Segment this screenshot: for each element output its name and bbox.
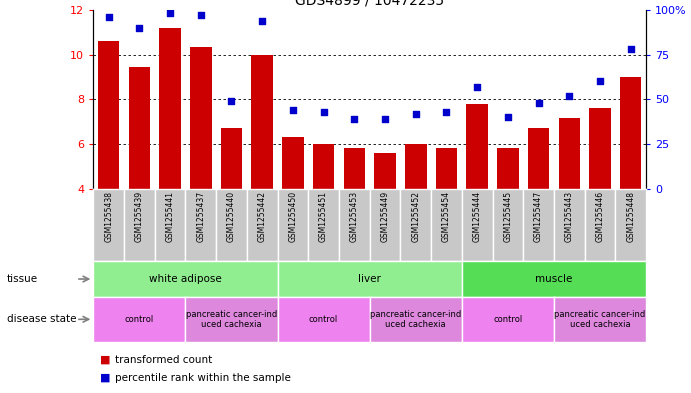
Point: [226, 98, 237, 104]
Point: [410, 110, 422, 117]
Text: white adipose: white adipose: [149, 274, 222, 284]
Bar: [589, 108, 611, 189]
Bar: [98, 41, 120, 189]
Text: GSM1255444: GSM1255444: [473, 191, 482, 242]
Point: [196, 12, 207, 18]
Point: [502, 114, 513, 120]
Point: [594, 78, 605, 84]
Bar: [343, 149, 365, 189]
Bar: [375, 153, 396, 189]
Text: muscle: muscle: [536, 274, 573, 284]
Text: tissue: tissue: [7, 274, 38, 284]
Text: GSM1255440: GSM1255440: [227, 191, 236, 242]
Text: GSM1255445: GSM1255445: [503, 191, 513, 242]
Point: [103, 14, 114, 20]
Title: GDS4899 / 10472235: GDS4899 / 10472235: [295, 0, 444, 7]
Text: pancreatic cancer-ind
uced cachexia: pancreatic cancer-ind uced cachexia: [186, 310, 277, 329]
Text: ■: ■: [100, 373, 111, 383]
Text: GSM1255453: GSM1255453: [350, 191, 359, 242]
Bar: [313, 144, 334, 189]
Text: GSM1255441: GSM1255441: [166, 191, 175, 242]
Text: ■: ■: [100, 354, 111, 365]
Text: GSM1255442: GSM1255442: [258, 191, 267, 242]
Point: [318, 108, 329, 115]
Bar: [620, 77, 641, 189]
Point: [287, 107, 299, 113]
Point: [533, 100, 544, 106]
Point: [134, 24, 145, 31]
Text: control: control: [493, 315, 522, 324]
Point: [625, 46, 636, 52]
Text: pancreatic cancer-ind
uced cachexia: pancreatic cancer-ind uced cachexia: [370, 310, 462, 329]
Bar: [252, 55, 273, 189]
Text: GSM1255443: GSM1255443: [565, 191, 574, 242]
Text: GSM1255450: GSM1255450: [288, 191, 297, 242]
Text: liver: liver: [358, 274, 381, 284]
Text: GSM1255454: GSM1255454: [442, 191, 451, 242]
Bar: [220, 128, 243, 189]
Text: GSM1255449: GSM1255449: [381, 191, 390, 242]
Text: GSM1255446: GSM1255446: [596, 191, 605, 242]
Point: [472, 84, 483, 90]
Bar: [160, 28, 181, 189]
Text: GSM1255437: GSM1255437: [196, 191, 205, 242]
Bar: [405, 144, 426, 189]
Bar: [466, 104, 488, 189]
Text: control: control: [125, 315, 154, 324]
Text: pancreatic cancer-ind
uced cachexia: pancreatic cancer-ind uced cachexia: [554, 310, 645, 329]
Bar: [129, 67, 150, 189]
Bar: [528, 128, 549, 189]
Bar: [558, 118, 580, 189]
Bar: [436, 149, 457, 189]
Bar: [190, 47, 211, 189]
Point: [441, 108, 452, 115]
Point: [256, 17, 267, 24]
Text: GSM1255439: GSM1255439: [135, 191, 144, 242]
Text: GSM1255447: GSM1255447: [534, 191, 543, 242]
Text: control: control: [309, 315, 338, 324]
Point: [164, 10, 176, 17]
Text: GSM1255451: GSM1255451: [319, 191, 328, 242]
Text: GSM1255448: GSM1255448: [626, 191, 635, 242]
Text: GSM1255452: GSM1255452: [411, 191, 420, 242]
Bar: [282, 137, 303, 189]
Bar: [497, 149, 519, 189]
Text: transformed count: transformed count: [115, 354, 213, 365]
Text: disease state: disease state: [7, 314, 77, 324]
Point: [349, 116, 360, 122]
Point: [564, 92, 575, 99]
Point: [379, 116, 390, 122]
Text: GSM1255438: GSM1255438: [104, 191, 113, 242]
Text: percentile rank within the sample: percentile rank within the sample: [115, 373, 292, 383]
